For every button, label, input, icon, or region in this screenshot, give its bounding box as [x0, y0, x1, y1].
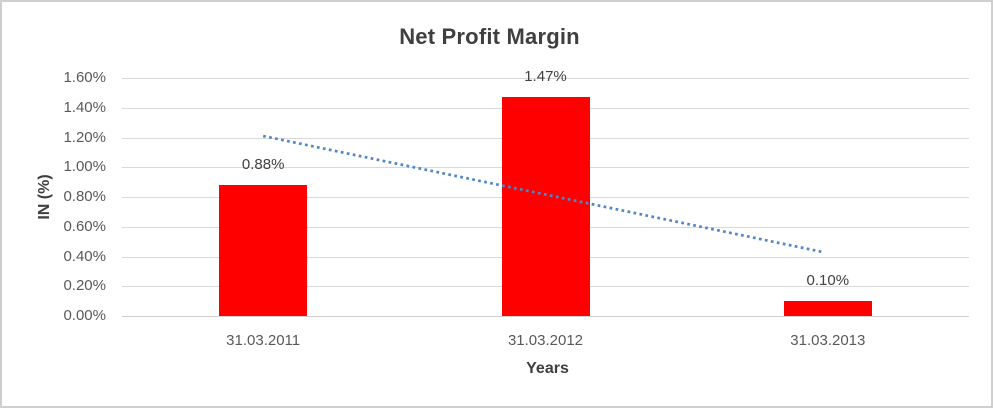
bar-data-label: 1.47% — [524, 68, 567, 86]
x-tick-label: 31.03.2013 — [790, 332, 866, 349]
bar-31.03.2013 — [783, 301, 872, 316]
y-tick-label: 0.60% — [63, 217, 106, 235]
y-tick-label: 1.00% — [63, 158, 106, 176]
x-tick-label: 31.03.2011 — [226, 332, 301, 349]
y-tick-label: 0.40% — [63, 247, 106, 265]
bar-31.03.2011 — [219, 185, 308, 316]
y-tick-label: 1.60% — [63, 69, 106, 86]
y-tick-label: 1.40% — [63, 98, 106, 116]
x-axis-line — [122, 316, 969, 317]
trendline — [262, 134, 824, 254]
plot-area: 0.88% 1.47% 0.10% — [122, 69, 969, 317]
y-tick-label: 0.80% — [63, 188, 106, 205]
y-tick-label: 1.20% — [63, 128, 106, 146]
chart-title: Net Profit Margin — [399, 24, 580, 49]
x-tick-label: 31.03.2012 — [507, 332, 584, 349]
y-tick-label: 0.00% — [63, 307, 106, 324]
bar-data-label: 0.10% — [806, 272, 850, 290]
bar-31.03.2012 — [501, 97, 590, 316]
x-axis-title: Years — [526, 360, 569, 377]
trendline-dotted — [262, 134, 824, 254]
bar-data-label: 0.88% — [241, 156, 285, 174]
gridline — [122, 78, 969, 79]
y-tick-label: 0.20% — [63, 277, 106, 295]
